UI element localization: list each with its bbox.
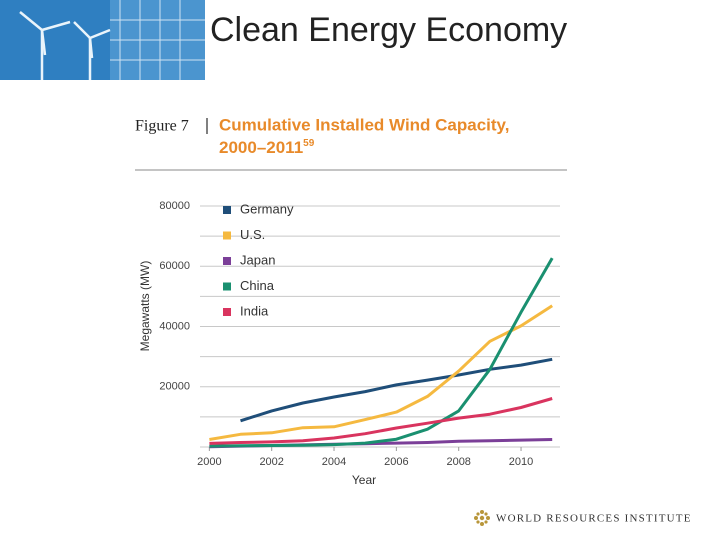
series-line [209,304,554,441]
legend-label: Germany [240,201,294,216]
y-tick-label: 20000 [159,381,190,393]
legend-swatch [223,308,231,316]
footer: WORLD RESOURCES INSTITUTE [496,513,692,525]
chart-title: 2000–201159 [219,138,315,158]
legend-swatch [223,282,231,291]
y-axis-label: Megawatts (MW) [138,261,152,352]
x-tick-label: 2000 [197,456,221,468]
x-tick-label: 2002 [259,456,283,468]
x-axis-label: Year [352,473,376,487]
x-tick-label: 2008 [446,456,470,468]
legend-swatch [223,231,231,240]
y-tick-label: 60000 [159,260,190,272]
legend-swatch [223,257,231,265]
footer-logo [474,510,490,526]
x-tick-label: 2010 [509,456,533,468]
legend-label: India [240,303,269,318]
turbines [19,11,111,80]
legend-label: U.S. [240,227,265,242]
x-tick-label: 2004 [322,456,346,468]
legend-label: China [240,278,275,293]
header-image [0,0,205,80]
y-tick-label: 80000 [159,200,190,212]
series-line [209,397,553,445]
legend-label: Japan [240,252,275,267]
figure-label: Figure 7 [135,118,189,135]
series-line [209,257,554,448]
series-line [240,357,553,423]
x-tick-label: 2006 [384,456,408,468]
building-grid [110,0,205,80]
y-tick-label: 40000 [159,320,190,332]
chart-title: 2000–2011 [219,138,303,157]
slide-title: Clean Energy Economy [210,11,567,49]
legend-swatch [223,206,231,214]
title-superscript: 59 [303,138,315,149]
chart-title: Cumulative Installed Wind Capacity, [219,115,509,134]
